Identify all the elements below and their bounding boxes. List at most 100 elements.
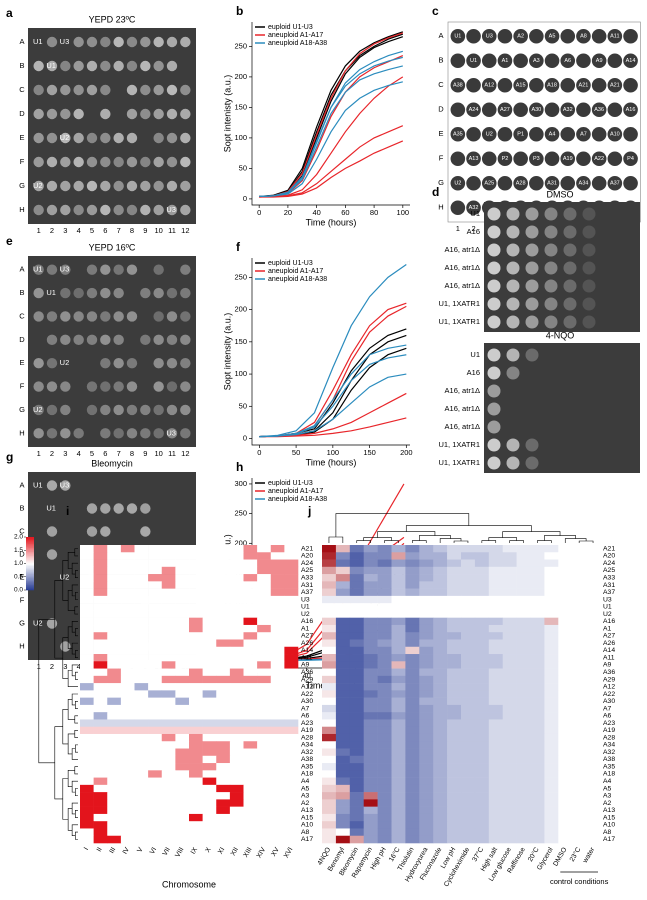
colorbar-label: 1.5 xyxy=(14,547,23,554)
heatmap-cell xyxy=(80,566,94,575)
heatmap-cell xyxy=(216,639,231,648)
heatmap-cell xyxy=(488,683,503,691)
heatmap-cell xyxy=(335,741,351,749)
heatmap-cell xyxy=(243,828,258,837)
heatmap-cell xyxy=(257,741,272,749)
spot xyxy=(487,243,501,257)
heatmap-cell xyxy=(216,755,231,764)
colony xyxy=(180,287,191,299)
heatmap-cell xyxy=(363,813,378,822)
well-label: A32 xyxy=(469,205,479,211)
plate-col-label: 11 xyxy=(168,226,176,235)
heatmap-cell xyxy=(134,792,149,800)
heatmap-cell xyxy=(572,813,587,822)
heatmap-cell xyxy=(80,588,94,597)
spot xyxy=(544,315,558,329)
heatmap-cell xyxy=(284,654,299,662)
heatmap-cell xyxy=(161,617,176,626)
heatmap-cell xyxy=(377,588,392,597)
heatmap-cell xyxy=(80,595,94,604)
heatmap-cell xyxy=(243,654,258,662)
heatmap-cell xyxy=(229,792,244,800)
row-label: A20 xyxy=(301,553,313,560)
heatmap-cell xyxy=(189,595,203,604)
heatmap-cell xyxy=(229,806,244,815)
heatmap-cell xyxy=(148,588,163,597)
heatmap-cell xyxy=(216,697,231,706)
heatmap-cell xyxy=(80,690,94,698)
heatmap-cell xyxy=(558,755,573,764)
heatmap-cell xyxy=(530,726,545,735)
well-label: A8 xyxy=(580,34,587,40)
colony xyxy=(33,287,44,299)
panel-letter: f xyxy=(236,240,241,254)
heatmap-cell xyxy=(377,610,392,618)
heatmap-cell xyxy=(572,668,587,677)
heatmap-cell xyxy=(202,777,217,786)
strain-label: A16, atr1Δ xyxy=(445,245,480,254)
heatmap-cell xyxy=(161,588,176,597)
heatmap-cell xyxy=(572,777,587,786)
colony xyxy=(46,108,58,120)
spot xyxy=(582,261,596,275)
well xyxy=(591,151,607,167)
heatmap-cell xyxy=(202,835,217,844)
heatmap-cell xyxy=(391,595,406,604)
colony xyxy=(140,108,151,120)
plate-row-label: B xyxy=(19,288,24,297)
well xyxy=(481,28,497,44)
heatmap-cell xyxy=(461,763,476,771)
heatmap-cell xyxy=(586,559,601,568)
heatmap-cell xyxy=(447,763,462,771)
heatmap-cell xyxy=(405,777,420,786)
y-axis-label: Sopt intenisty (a.u.) xyxy=(222,75,232,153)
heatmap-cell xyxy=(229,799,244,807)
well-label: A34 xyxy=(579,181,589,187)
well xyxy=(481,102,497,118)
colorbar-segment xyxy=(26,575,34,578)
heatmap-cell xyxy=(544,588,559,597)
heatmap-cell xyxy=(363,661,378,669)
heatmap-cell xyxy=(433,588,448,597)
well xyxy=(607,126,623,142)
heatmap-cell xyxy=(161,813,176,822)
heatmap-cell xyxy=(461,712,476,720)
heatmap-cell xyxy=(257,835,272,844)
x-axis-label: Chromosome xyxy=(162,879,216,889)
heatmap-cell xyxy=(558,610,573,618)
heatmap-cell xyxy=(93,690,108,698)
heatmap-cell xyxy=(189,566,203,575)
row-label: A4 xyxy=(603,778,612,785)
strain-label: U1 xyxy=(33,265,43,274)
heatmap-cell xyxy=(419,581,434,589)
heatmap-cell xyxy=(419,755,434,764)
heatmap-cell xyxy=(148,755,163,764)
heatmap-cell xyxy=(284,763,299,771)
heatmap-cell xyxy=(257,733,272,742)
heatmap-cell xyxy=(202,806,217,815)
heatmap-cell xyxy=(107,792,122,800)
colorbar-segment xyxy=(26,548,34,551)
heatmap-cell xyxy=(572,545,587,553)
heatmap-cell xyxy=(270,690,285,698)
colony xyxy=(113,132,124,144)
heatmap-cell xyxy=(558,675,573,684)
heatmap-cell xyxy=(80,770,94,778)
heatmap-cell xyxy=(433,654,448,662)
heatmap-cell xyxy=(216,624,231,633)
heatmap-cell xyxy=(572,733,587,742)
colony xyxy=(180,204,191,216)
heatmap-cell xyxy=(270,770,285,778)
heatmap-cell xyxy=(107,646,122,655)
row-label: A31 xyxy=(301,582,313,589)
heatmap-cell xyxy=(175,806,190,815)
colony xyxy=(153,381,164,392)
heatmap-cell xyxy=(586,792,601,800)
dendrogram xyxy=(67,808,73,831)
heatmap-cell xyxy=(243,574,258,582)
row-label: A6 xyxy=(603,713,612,720)
well-label: A38 xyxy=(453,83,463,89)
heatmap-cell xyxy=(229,704,244,713)
heatmap-cell xyxy=(544,821,559,829)
row-label: A35 xyxy=(301,763,313,770)
